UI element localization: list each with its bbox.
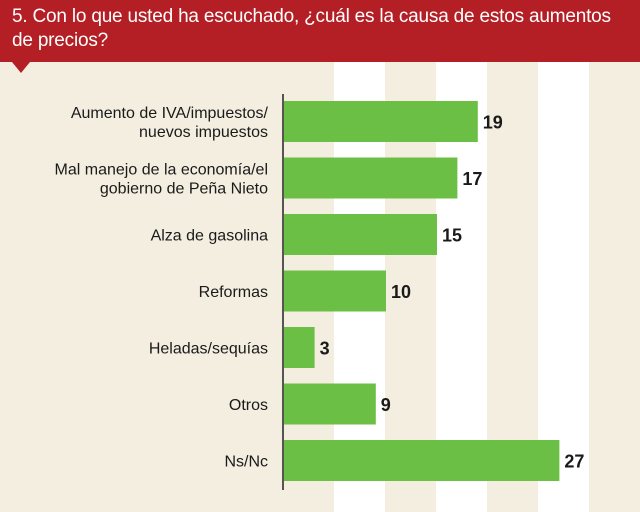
- category-label: Aumento de IVA/impuestos/nuevos impuesto…: [71, 105, 269, 141]
- category-label-line: Reformas: [199, 284, 268, 301]
- category-labels: Aumento de IVA/impuestos/nuevos impuesto…: [55, 105, 269, 471]
- category-label: Heladas/sequías: [149, 341, 268, 358]
- category-label-line: Heladas/sequías: [149, 341, 268, 358]
- category-label-line: gobierno de Peña Nieto: [100, 181, 268, 198]
- bars: [284, 101, 560, 481]
- title-banner: [0, 0, 640, 62]
- category-label-line: nuevos impuestos: [139, 124, 268, 141]
- category-label-line: Ns/Nc: [224, 454, 268, 471]
- category-label: Reformas: [199, 284, 268, 301]
- category-label: Ns/Nc: [224, 454, 268, 471]
- category-label: Otros: [229, 397, 268, 414]
- chart-title: 5. Con lo que usted ha escuchado, ¿cuál …: [12, 6, 611, 51]
- category-label-line: Otros: [229, 397, 268, 414]
- value-labels: 19 17 15 10 3 9 27: [320, 113, 585, 472]
- value-label: 10: [391, 282, 411, 302]
- value-label: 15: [442, 226, 462, 246]
- bar: [284, 157, 458, 199]
- category-label: Mal manejo de la economía/el gobierno de …: [55, 162, 269, 198]
- value-label: 27: [564, 452, 584, 472]
- value-label: 19: [483, 113, 503, 133]
- bar: [284, 101, 478, 142]
- bar: [284, 270, 386, 312]
- category-label-line: Aumento de IVA/impuestos/: [71, 105, 269, 122]
- value-label: 9: [381, 395, 391, 415]
- category-label-line: Mal manejo de la economía/el: [55, 162, 268, 179]
- category-label-line: Alza de gasolina: [151, 228, 269, 245]
- grid-band: [538, 62, 589, 512]
- value-label: 3: [320, 339, 330, 359]
- title-banner-notch: [12, 62, 30, 73]
- category-label: Alza de gasolina: [151, 228, 269, 245]
- bar: [284, 440, 560, 481]
- value-label: 17: [462, 169, 482, 189]
- bar: [284, 383, 376, 425]
- bar: [284, 327, 315, 368]
- bar: [284, 214, 437, 255]
